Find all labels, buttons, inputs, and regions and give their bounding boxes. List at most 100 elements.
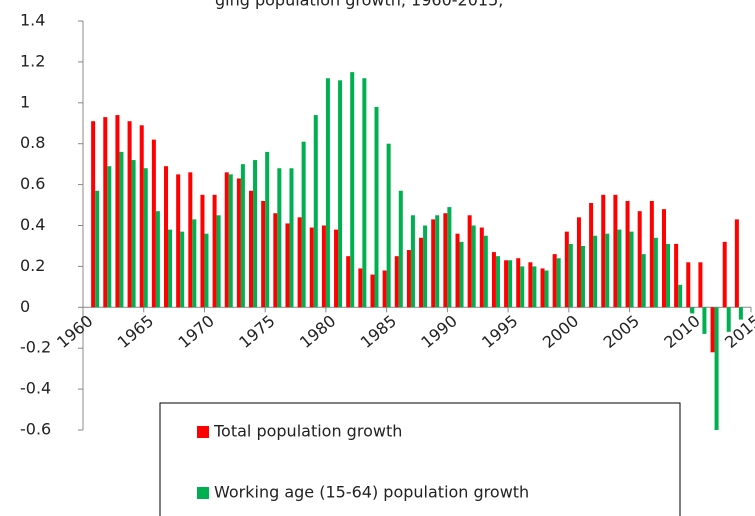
bar (665, 243, 670, 308)
bar (625, 200, 630, 308)
y-tick-label: 0 (20, 297, 30, 316)
x-tick-label: 1995 (478, 311, 521, 352)
bar (568, 243, 573, 308)
bar (370, 274, 375, 308)
bar (297, 217, 302, 308)
y-tick-label: -0.4 (20, 379, 51, 398)
bar (601, 194, 606, 308)
y-tick-label: 1.2 (20, 51, 45, 70)
bar (532, 266, 537, 308)
bar (386, 143, 391, 308)
bar (265, 151, 270, 308)
bar (447, 207, 452, 308)
bar (410, 215, 415, 308)
x-tick-label: 2005 (600, 311, 643, 352)
bar (406, 250, 411, 308)
bar (289, 168, 294, 308)
bar (95, 190, 100, 308)
x-tick-label: 2010 (660, 311, 703, 352)
bar (321, 225, 326, 308)
bar (649, 200, 654, 308)
bar (589, 203, 594, 308)
legend-box (159, 402, 681, 516)
bar (151, 139, 156, 308)
bar (164, 166, 169, 308)
bar (702, 307, 707, 334)
y-tick-label: 1 (20, 92, 30, 111)
bar (540, 268, 545, 308)
y-tick-label: 1.4 (20, 11, 45, 30)
bar (556, 258, 561, 308)
y-tick-label: 0.2 (20, 256, 45, 275)
x-tick-label: 1990 (417, 311, 460, 352)
bar (423, 225, 428, 308)
y-tick-label: -0.6 (20, 420, 51, 439)
bar (576, 217, 581, 308)
bar (261, 200, 266, 308)
bar (192, 219, 197, 308)
bar (180, 231, 185, 308)
bar (479, 227, 484, 308)
bar (564, 231, 569, 308)
bar (143, 168, 148, 308)
bar (491, 252, 496, 308)
y-tick-label: 0.8 (20, 133, 45, 152)
y-tick-label: -0.2 (20, 338, 51, 357)
bar (686, 262, 691, 308)
bar (168, 229, 173, 308)
bar (738, 307, 743, 320)
x-tick-label: 1975 (235, 311, 278, 352)
y-tick-label: 0.6 (20, 174, 45, 193)
bar (350, 72, 355, 308)
bar (617, 229, 622, 308)
bar (115, 115, 120, 308)
bar (714, 307, 719, 430)
bar (301, 141, 306, 308)
bar (520, 266, 525, 308)
bar (103, 117, 108, 308)
chart-title: ging population growth, 1960-2015, (215, 0, 503, 10)
x-tick-label: 1965 (114, 311, 157, 352)
bar (734, 219, 739, 308)
bar (459, 241, 464, 308)
bar (593, 235, 598, 308)
bar (374, 106, 379, 308)
bar (155, 211, 160, 308)
bar (613, 194, 618, 308)
bar (228, 174, 233, 308)
bar (674, 243, 679, 308)
bar (240, 164, 245, 308)
bar (253, 160, 258, 308)
bar (394, 256, 399, 308)
bar (528, 262, 533, 308)
bar (504, 260, 509, 308)
bar (431, 219, 436, 308)
bar (698, 262, 703, 308)
bar (139, 125, 144, 308)
bar (309, 227, 314, 308)
bar (552, 254, 557, 308)
bar (127, 121, 132, 308)
bar (325, 78, 330, 308)
bar (236, 178, 241, 308)
x-tick-label: 1960 (53, 311, 96, 352)
bar (285, 223, 290, 308)
bar (107, 166, 112, 308)
bar (435, 215, 440, 308)
bar (382, 270, 387, 308)
bar (216, 215, 221, 308)
bar (455, 233, 460, 308)
bar (690, 307, 695, 314)
bar (188, 172, 193, 308)
bar (544, 270, 549, 308)
bar (398, 190, 403, 308)
bar (249, 190, 254, 308)
bar (637, 211, 642, 308)
bar (629, 231, 634, 308)
bar (212, 194, 217, 308)
bar (338, 80, 343, 308)
bar (313, 115, 318, 308)
bar (678, 284, 683, 308)
bar (605, 233, 610, 308)
